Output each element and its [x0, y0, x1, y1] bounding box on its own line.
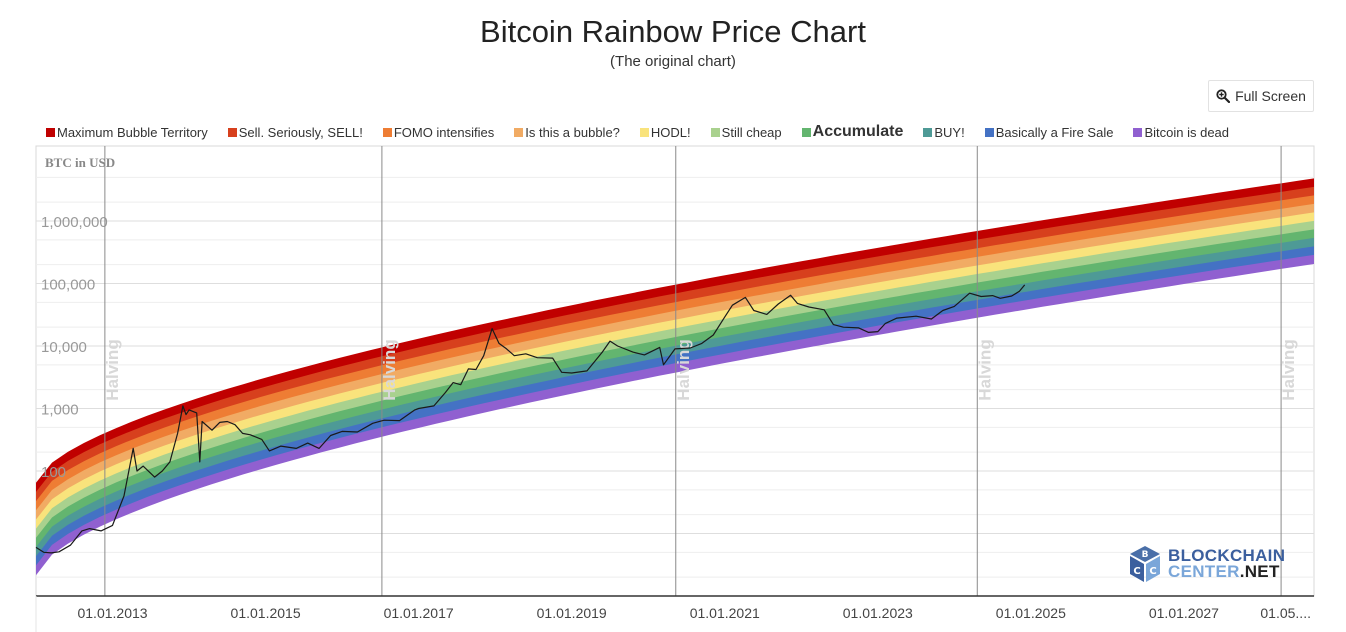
y-tick-label: 1,000,000 — [41, 214, 108, 231]
logo-line-2b: .NET — [1239, 562, 1280, 581]
x-tick-label: 01.01.2023 — [843, 605, 913, 621]
legend-swatch — [923, 127, 933, 137]
y-tick-label: 100 — [41, 464, 66, 481]
chart-subtitle: (The original chart) — [610, 53, 736, 70]
logo-line-2a: CENTER — [1168, 562, 1240, 581]
legend-item[interactable]: Accumulate — [801, 123, 904, 141]
halving-label: Halving — [1279, 339, 1298, 400]
legend-swatch — [227, 127, 237, 137]
price-line — [35, 284, 1026, 554]
x-tick-label: 01.01.2019 — [537, 605, 607, 621]
legend-item[interactable]: Maximum Bubble Territory — [46, 125, 208, 140]
legend-label: Sell. Seriously, SELL! — [238, 124, 363, 140]
legend-item[interactable]: Still cheap — [710, 124, 782, 140]
y-tick-label: 100,000 — [41, 277, 95, 294]
legend-label: Maximum Bubble Territory — [57, 124, 208, 140]
legend-swatch — [710, 127, 720, 137]
legend-label: Basically a Fire Sale — [995, 124, 1114, 140]
legend-swatch — [46, 127, 55, 137]
x-tick-label: 01.01.2017 — [384, 605, 454, 621]
legend-item[interactable]: BUY! — [923, 124, 965, 140]
legend-label: FOMO intensifies — [393, 124, 495, 140]
chart-legend: Maximum Bubble Territory Sell. Seriously,… — [46, 122, 1249, 142]
legend-item[interactable]: HODL! — [639, 124, 691, 140]
legend-item[interactable]: Basically a Fire Sale — [984, 124, 1114, 140]
legend-item[interactable]: Sell. Seriously, SELL! — [227, 124, 363, 140]
legend-label: Still cheap — [721, 124, 782, 140]
halving-label: Halving — [674, 339, 693, 400]
legend-swatch — [984, 127, 994, 137]
x-tick-label: 01.01.2013 — [77, 605, 147, 621]
x-tick-label: 01.01.2027 — [1149, 605, 1219, 621]
legend-swatch — [639, 127, 649, 137]
x-tick-label: 01.01.2025 — [996, 605, 1066, 621]
chart-title: Bitcoin Rainbow Price Chart — [480, 14, 866, 49]
legend-label: HODL! — [650, 124, 691, 140]
legend-item[interactable]: Bitcoin is dead — [1133, 125, 1229, 140]
svg-text:C: C — [1133, 566, 1140, 577]
logo-cube-icon: B C C — [1130, 546, 1160, 582]
halving-label: Halving — [103, 339, 122, 400]
y-tick-label: 10,000 — [41, 339, 87, 356]
blockchaincenter-logo: B C C BLOCKCHAIN CENTER.NET — [1128, 544, 1285, 584]
full-screen-button[interactable]: Full Screen — [1208, 80, 1314, 112]
halving-label: Halving — [380, 339, 399, 400]
x-tick-label: 01.05.... — [1260, 605, 1311, 621]
legend-item[interactable]: Is this a bubble? — [514, 125, 620, 140]
x-tick-label: 01.01.2021 — [690, 605, 760, 621]
legend-label: Bitcoin is dead — [1144, 124, 1230, 140]
legend-swatch — [514, 127, 524, 137]
legend-label: BUY! — [934, 124, 965, 140]
legend-item[interactable]: FOMO intensifies — [382, 124, 495, 140]
legend-label: Is this a bubble? — [525, 124, 620, 140]
full-screen-label: Full Screen — [1235, 88, 1306, 104]
y-tick-label: 1,000 — [41, 402, 79, 419]
legend-label: Accumulate — [812, 123, 904, 140]
y-axis-title: BTC in USD — [45, 155, 115, 170]
svg-text:C: C — [1149, 566, 1156, 577]
legend-swatch — [382, 127, 392, 137]
logo-line-1: BLOCKCHAIN — [1168, 546, 1286, 565]
halving-label: Halving — [975, 339, 994, 400]
legend-swatch — [1133, 127, 1143, 137]
svg-text:B: B — [1142, 550, 1149, 560]
x-tick-label: 01.01.2015 — [231, 605, 301, 621]
legend-swatch — [801, 127, 811, 137]
zoom-in-icon — [1216, 89, 1231, 103]
